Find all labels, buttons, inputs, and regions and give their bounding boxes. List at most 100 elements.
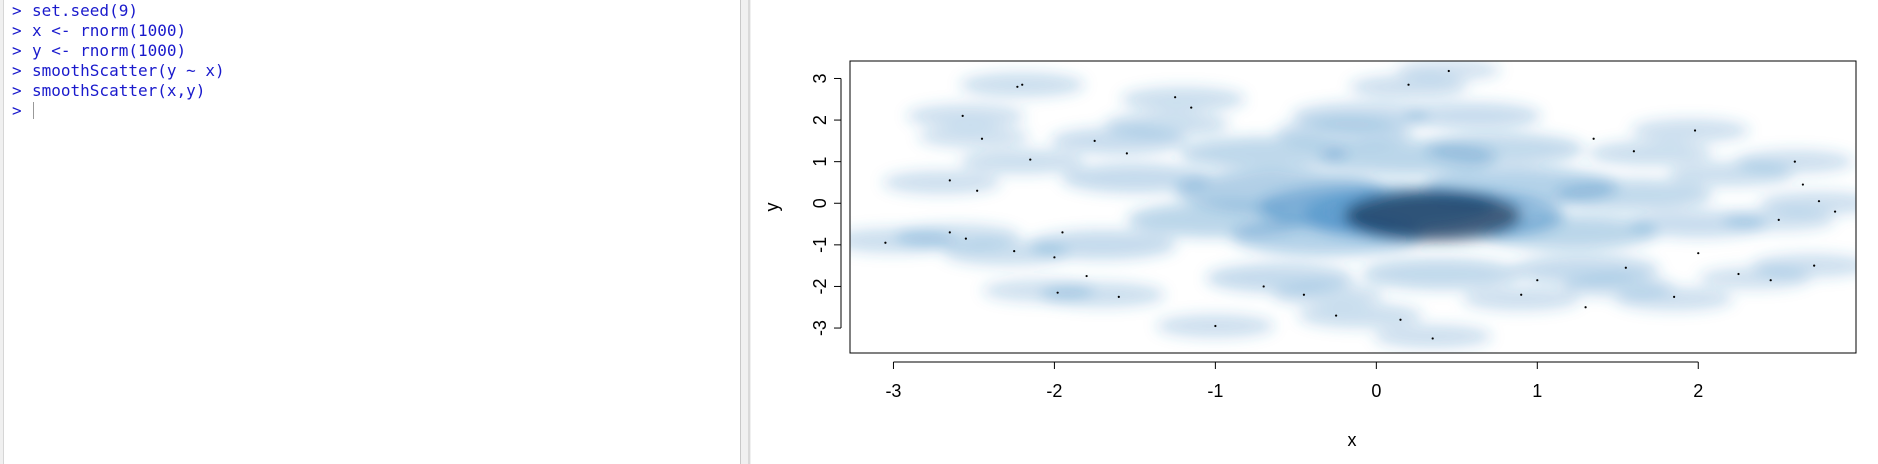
outlier-point <box>1520 293 1523 296</box>
outlier-point <box>1174 96 1177 99</box>
outlier-point <box>1801 183 1804 186</box>
pane-splitter[interactable] <box>741 0 751 464</box>
outlier-point <box>1093 139 1096 142</box>
density-blob <box>1126 202 1304 238</box>
outlier-point <box>1632 150 1635 153</box>
console-prompt: > <box>12 61 22 80</box>
outlier-point <box>1117 295 1120 298</box>
outlier-point <box>1214 324 1217 328</box>
console-input-prompt: > <box>12 101 22 120</box>
outlier-point <box>1302 293 1306 296</box>
y-axis-label: y <box>762 203 782 212</box>
console-command: set.seed(9) <box>32 1 138 20</box>
density-blob <box>1175 170 1385 212</box>
smooth-scatter-plot: -3 -2 -1 0 1 2 -3 -2 -1 0 1 2 3 x y <box>762 60 1857 450</box>
density-blob <box>1425 133 1585 165</box>
outlier-point <box>884 241 887 244</box>
console-command: y <- rnorm(1000) <box>32 41 187 60</box>
outlier-point <box>961 114 964 118</box>
outlier-point <box>1021 83 1024 86</box>
outlier-point <box>1399 318 1402 321</box>
outlier-point <box>1536 279 1539 282</box>
outlier-point <box>1431 337 1434 340</box>
outlier-point <box>948 231 951 234</box>
density-blob <box>917 125 1030 148</box>
x-tick-label: 1 <box>1532 381 1542 401</box>
outlier-points <box>884 69 1837 340</box>
console-input-line[interactable]: > <box>12 101 225 121</box>
outlier-point <box>980 137 984 140</box>
density-blob <box>1587 140 1713 166</box>
console-line-2: > x <- rnorm(1000) <box>12 21 225 41</box>
console-history: > set.seed(9) > x <- rnorm(1000) > y <- rno… <box>12 1 225 121</box>
density-blob <box>1120 86 1246 112</box>
outlier-point <box>1584 306 1587 309</box>
outlier-point <box>1673 295 1676 298</box>
outlier-point <box>1061 231 1064 234</box>
outlier-point <box>1592 137 1595 140</box>
outlier-point <box>1053 256 1056 259</box>
y-axis: -3 -2 -1 0 1 2 3 <box>810 73 842 336</box>
x-tick-label: -2 <box>1046 381 1062 401</box>
splitter-line <box>748 0 750 464</box>
y-tick-label: 1 <box>810 157 830 167</box>
density-blob <box>1698 267 1811 290</box>
console-prompt: > <box>12 41 22 60</box>
outlier-point <box>1447 69 1450 73</box>
outlier-point <box>1793 160 1796 163</box>
x-tick-label: -1 <box>1207 381 1223 401</box>
console-command: smoothScatter(x,y) <box>32 81 206 100</box>
outlier-point <box>1697 252 1700 255</box>
outlier-point <box>1624 266 1627 269</box>
density-blob <box>882 170 1002 195</box>
density-blob <box>1480 214 1659 250</box>
r-console-pane[interactable]: > set.seed(9) > x <- rnorm(1000) > y <- rno… <box>3 0 741 464</box>
outlier-point <box>964 237 967 240</box>
density-blob <box>1104 111 1230 137</box>
outlier-point <box>1737 272 1740 276</box>
density-blob <box>1297 303 1423 328</box>
outlier-point <box>1769 279 1772 282</box>
density-blob <box>959 149 1085 175</box>
plot-pane: -3 -2 -1 0 1 2 -3 -2 -1 0 1 2 3 x y <box>751 0 1878 464</box>
y-tick-label: -1 <box>810 237 830 253</box>
density-blob <box>1179 136 1348 170</box>
console-prompt: > <box>12 1 22 20</box>
density-blob <box>850 228 957 254</box>
density-blob <box>1275 119 1413 147</box>
density-blob <box>1272 283 1385 306</box>
outlier-point <box>1813 264 1816 267</box>
outlier-point <box>1085 274 1088 278</box>
density-blob <box>1060 163 1209 193</box>
outlier-point <box>1833 210 1837 213</box>
x-tick-label: -3 <box>885 381 901 401</box>
outlier-point <box>1029 158 1032 161</box>
y-tick-label: 2 <box>810 115 830 125</box>
outlier-point <box>1777 218 1780 221</box>
density-blob <box>982 279 1095 302</box>
console-line-3: > y <- rnorm(1000) <box>12 41 225 61</box>
outlier-point <box>1016 85 1019 88</box>
console-line-4: > smoothScatter(y ~ x) <box>12 61 225 81</box>
console-prompt: > <box>12 81 22 100</box>
density-core <box>1344 190 1522 241</box>
outlier-point <box>1125 152 1128 155</box>
density-blob <box>1361 258 1520 290</box>
outlier-point <box>948 179 951 182</box>
density-layer <box>850 61 1856 349</box>
y-tick-label: 0 <box>810 198 830 208</box>
density-blob <box>1630 118 1750 143</box>
x-tick-label: 2 <box>1693 381 1703 401</box>
console-line-1: > set.seed(9) <box>12 1 225 21</box>
density-blob <box>1404 102 1542 130</box>
outlier-point <box>976 189 979 192</box>
outlier-point <box>1693 129 1697 132</box>
density-blob <box>1349 75 1468 99</box>
y-tick-label: 3 <box>810 73 830 83</box>
outlier-point <box>1817 200 1821 203</box>
console-command: smoothScatter(y ~ x) <box>32 61 225 80</box>
outlier-point <box>1190 106 1193 109</box>
console-line-5: > smoothScatter(x,y) <box>12 81 225 101</box>
x-tick-label: 0 <box>1371 381 1381 401</box>
x-axis-label: x <box>1348 430 1357 450</box>
